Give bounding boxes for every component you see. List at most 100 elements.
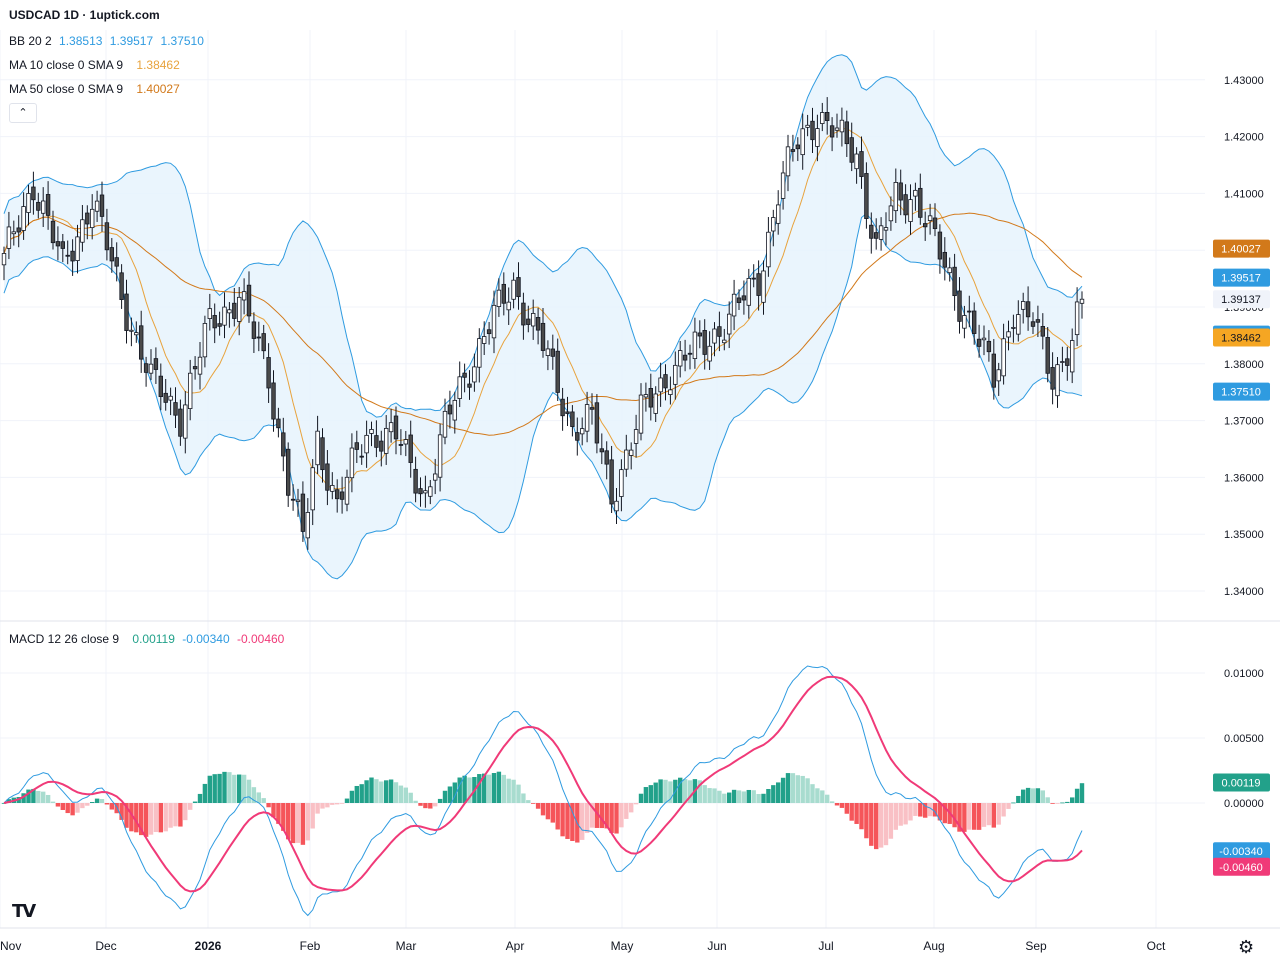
candle-body [839, 119, 845, 133]
time-tick-label: Oct [1147, 939, 1166, 953]
candle-body [531, 313, 536, 327]
macd-hist-bar [516, 784, 521, 803]
ma10-legend-label: MA 10 close 0 SMA 9 [9, 58, 124, 72]
gear-icon[interactable]: ⚙ [1238, 937, 1255, 958]
macd-hist-bar [227, 772, 232, 803]
candle-body [1060, 361, 1065, 363]
macd-hist-bar [26, 789, 31, 803]
macd-hist-bar [614, 803, 619, 834]
macd-hist-bar [638, 793, 644, 803]
collapse-legend-button[interactable]: ⌃ [9, 103, 37, 123]
macd-hist-bar [565, 803, 570, 839]
candle [648, 373, 653, 421]
candle-body [16, 227, 21, 233]
macd-hist-bar [232, 774, 237, 803]
candle [276, 407, 281, 438]
candle-body [315, 430, 320, 466]
candle [1055, 356, 1060, 408]
candle-body [31, 186, 36, 201]
macd-hist-bar [457, 777, 462, 803]
candle [168, 387, 173, 416]
bb-lower-price-badge: 1.37510 [1213, 382, 1270, 401]
candle [173, 387, 178, 428]
candle [795, 137, 800, 162]
candle [540, 308, 546, 358]
candle [457, 361, 462, 408]
macd-hist-bar [109, 803, 114, 810]
macd-hist-value: 0.00119 [132, 632, 175, 646]
macd-line-badge: -0.00340 [1213, 842, 1270, 861]
macd-hist-bar [663, 779, 668, 803]
candle-body [678, 350, 683, 367]
candle [1001, 323, 1006, 385]
candle-body [173, 402, 178, 416]
candle-body [134, 332, 139, 336]
candle [246, 271, 252, 323]
candle-body [604, 450, 609, 465]
macd-hist-bar [369, 777, 374, 803]
candle [599, 433, 604, 465]
ma10-legend[interactable]: MA 10 close 0 SMA 9 1.38462 [9, 58, 184, 72]
candle-body [565, 411, 570, 414]
candle [1035, 305, 1041, 338]
candle [560, 387, 565, 431]
candle-body [918, 187, 923, 218]
candle-body [682, 354, 688, 361]
macd-hist-bar [148, 803, 154, 835]
candle-body [271, 382, 276, 420]
macd-hist-bar [790, 773, 796, 803]
candle [163, 378, 168, 411]
ma50-legend[interactable]: MA 50 close 0 SMA 9 1.40027 [9, 82, 184, 96]
macd-hist-bar [217, 773, 222, 803]
candle-body [168, 395, 173, 401]
candle [232, 288, 237, 327]
macd-hist-bar [849, 803, 854, 821]
macd-hist-bar [482, 773, 487, 803]
candle-body [1016, 314, 1021, 335]
macd-hist-bar [192, 801, 198, 803]
macd-hist-bar [761, 793, 766, 803]
candle [952, 253, 957, 311]
macd-hist-bar [271, 803, 276, 818]
candle [820, 102, 825, 132]
macd-hist-bar [36, 790, 41, 803]
macd-line [3, 665, 1083, 917]
candle-body [869, 224, 874, 239]
macd-hist-bar [237, 774, 242, 803]
macd-hist-badge: 0.00119 [1213, 773, 1270, 792]
macd-hist-bar [320, 803, 325, 809]
macd-hist-bar [41, 791, 46, 803]
candle-body [50, 220, 56, 244]
candle [697, 320, 702, 349]
time-tick-label: Jul [818, 939, 833, 953]
candle-body [976, 338, 982, 347]
tradingview-logo[interactable]: TV [12, 901, 36, 922]
macd-hist-bar [697, 780, 702, 803]
candle [972, 302, 977, 345]
macd-legend[interactable]: MACD 12 26 close 9 0.00119 -0.00340 -0.0… [9, 632, 288, 646]
macd-hist-bar [50, 801, 56, 803]
macd-hist-bar [1040, 790, 1045, 803]
candle [962, 305, 967, 339]
macd-hist-bar [1006, 803, 1011, 809]
bb-legend[interactable]: BB 20 2 1.38513 1.39517 1.37510 [9, 34, 208, 48]
symbol-title[interactable]: USDCAD 1D · 1uptick.com [9, 8, 164, 22]
macd-hist-bar [702, 785, 707, 803]
candle-body [281, 432, 286, 457]
bb-upper-price-badge-bg [1213, 268, 1270, 287]
candle-body [511, 279, 516, 300]
candle-body [70, 250, 75, 262]
candle [722, 328, 727, 351]
candle [629, 442, 634, 470]
macd-hist-bar [506, 778, 511, 803]
candle [261, 324, 266, 360]
candle-body [927, 215, 933, 221]
macd-hist-bar [727, 792, 732, 803]
candle-body [276, 418, 281, 429]
candle [290, 484, 296, 511]
macd-hist-bar [384, 780, 389, 803]
macd-hist-bar [878, 803, 884, 848]
macd-hist-bar [207, 775, 212, 803]
